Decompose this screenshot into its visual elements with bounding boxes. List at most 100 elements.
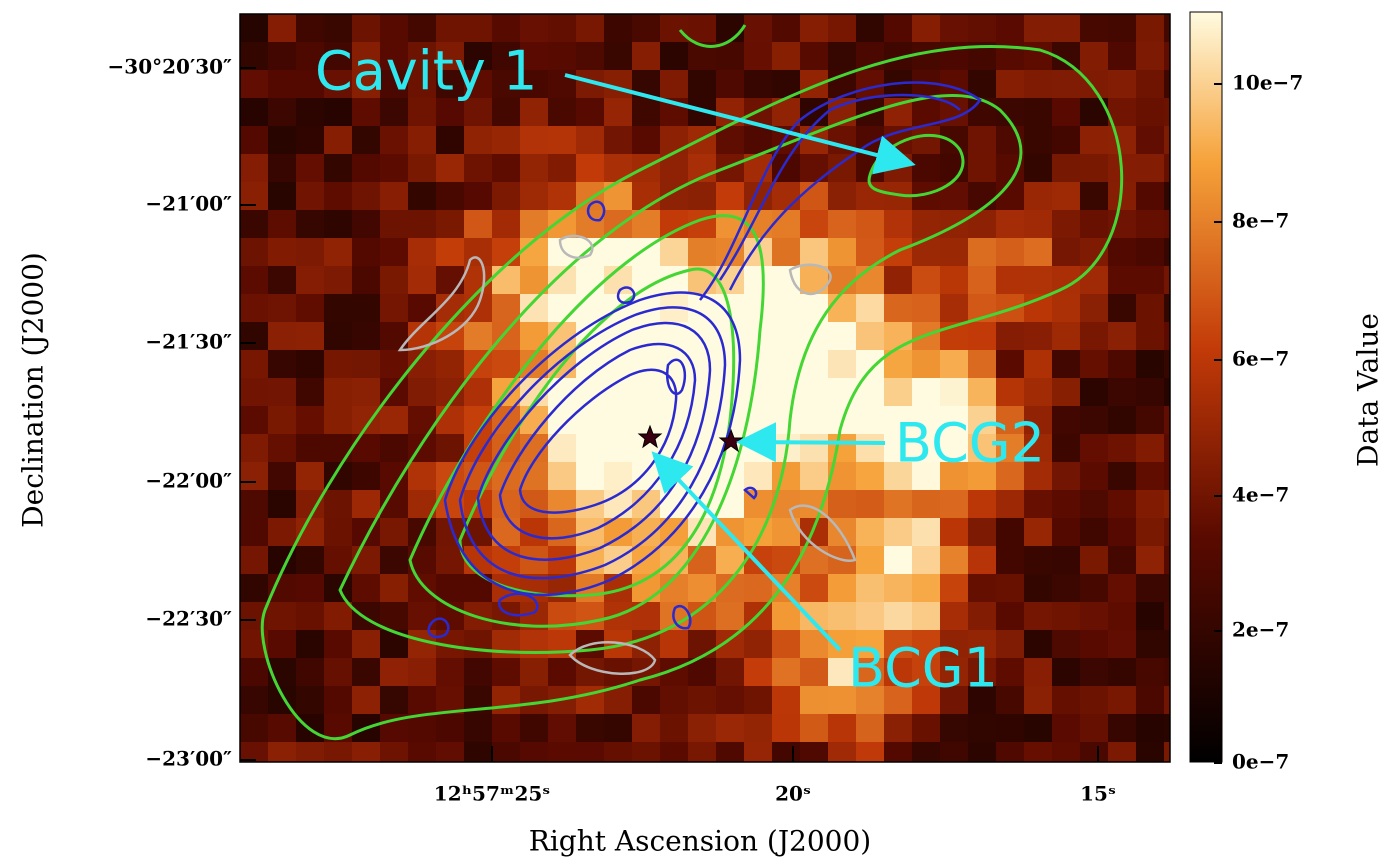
image-pixel xyxy=(576,434,604,462)
image-pixel xyxy=(1164,182,1170,210)
image-pixel xyxy=(268,182,296,210)
image-pixel xyxy=(380,266,408,294)
image-pixel xyxy=(352,322,380,350)
image-pixel xyxy=(968,350,996,378)
image-pixel xyxy=(912,742,940,762)
image-pixel xyxy=(828,14,856,42)
image-pixel xyxy=(996,322,1024,350)
image-pixel xyxy=(912,462,940,490)
image-pixel xyxy=(1136,14,1164,42)
image-pixel xyxy=(1136,126,1164,154)
image-pixel xyxy=(1080,14,1108,42)
image-pixel xyxy=(492,238,520,266)
image-pixel xyxy=(1052,294,1080,322)
image-pixel xyxy=(324,14,352,42)
image-pixel xyxy=(520,714,548,742)
image-pixel xyxy=(1080,182,1108,210)
image-pixel xyxy=(240,714,268,742)
image-pixel xyxy=(380,126,408,154)
image-pixel xyxy=(324,406,352,434)
image-pixel xyxy=(828,210,856,238)
image-pixel xyxy=(268,518,296,546)
image-pixel xyxy=(1052,434,1080,462)
image-pixel xyxy=(380,602,408,630)
image-pixel xyxy=(548,238,576,266)
colorbar xyxy=(1189,11,1223,763)
image-pixel xyxy=(492,210,520,238)
image-pixel xyxy=(352,154,380,182)
image-pixel xyxy=(912,42,940,70)
image-pixel xyxy=(324,574,352,602)
image-pixel xyxy=(296,126,324,154)
image-pixel xyxy=(884,658,912,686)
image-pixel xyxy=(268,238,296,266)
image-pixel xyxy=(1024,518,1052,546)
image-pixel xyxy=(576,42,604,70)
image-pixel xyxy=(240,658,268,686)
image-pixel xyxy=(436,70,464,98)
image-pixel xyxy=(324,42,352,70)
image-pixel xyxy=(1164,714,1170,742)
image-pixel xyxy=(968,742,996,762)
image-pixel xyxy=(1164,630,1170,658)
image-pixel xyxy=(1052,14,1080,42)
image-pixel xyxy=(660,210,688,238)
image-pixel xyxy=(660,490,688,518)
image-pixel xyxy=(800,462,828,490)
image-pixel xyxy=(296,490,324,518)
image-pixel xyxy=(772,42,800,70)
image-pixel xyxy=(940,434,968,462)
image-pixel xyxy=(268,378,296,406)
image-pixel xyxy=(632,742,660,762)
image-pixel xyxy=(772,658,800,686)
image-pixel xyxy=(436,406,464,434)
image-pixel xyxy=(968,434,996,462)
image-pixel xyxy=(492,714,520,742)
image-pixel xyxy=(1164,434,1170,462)
image-pixel xyxy=(940,406,968,434)
image-pixel xyxy=(912,126,940,154)
image-pixel xyxy=(1052,126,1080,154)
image-pixel xyxy=(772,546,800,574)
image-pixel xyxy=(688,714,716,742)
image-pixel xyxy=(324,686,352,714)
image-pixel xyxy=(1024,42,1052,70)
image-pixel xyxy=(912,574,940,602)
image-pixel xyxy=(828,686,856,714)
image-pixel xyxy=(1080,630,1108,658)
image-pixel xyxy=(436,714,464,742)
image-pixel xyxy=(716,602,744,630)
image-pixel xyxy=(660,42,688,70)
image-pixel xyxy=(688,630,716,658)
image-pixel xyxy=(1108,574,1136,602)
image-pixel xyxy=(688,686,716,714)
image-pixel xyxy=(660,238,688,266)
image-pixel xyxy=(296,434,324,462)
image-pixel xyxy=(1024,462,1052,490)
image-pixel xyxy=(548,182,576,210)
image-pixel xyxy=(604,42,632,70)
image-pixel xyxy=(1164,238,1170,266)
image-pixel xyxy=(968,714,996,742)
image-pixel xyxy=(688,574,716,602)
image-pixel xyxy=(772,686,800,714)
image-pixel xyxy=(856,434,884,462)
image-pixel xyxy=(744,574,772,602)
image-pixel xyxy=(548,70,576,98)
image-pixel xyxy=(884,518,912,546)
image-pixel xyxy=(1080,70,1108,98)
image-pixel xyxy=(380,434,408,462)
image-pixel xyxy=(296,378,324,406)
image-pixel xyxy=(940,602,968,630)
image-pixel xyxy=(1164,14,1170,42)
image-pixel xyxy=(1052,182,1080,210)
image-pixel xyxy=(1052,98,1080,126)
image-pixel xyxy=(324,546,352,574)
image-pixel xyxy=(576,266,604,294)
image-pixel xyxy=(968,14,996,42)
image-pixel xyxy=(996,210,1024,238)
image-pixel xyxy=(828,490,856,518)
image-pixel xyxy=(744,742,772,762)
image-pixel xyxy=(1024,490,1052,518)
image-pixel xyxy=(1080,602,1108,630)
